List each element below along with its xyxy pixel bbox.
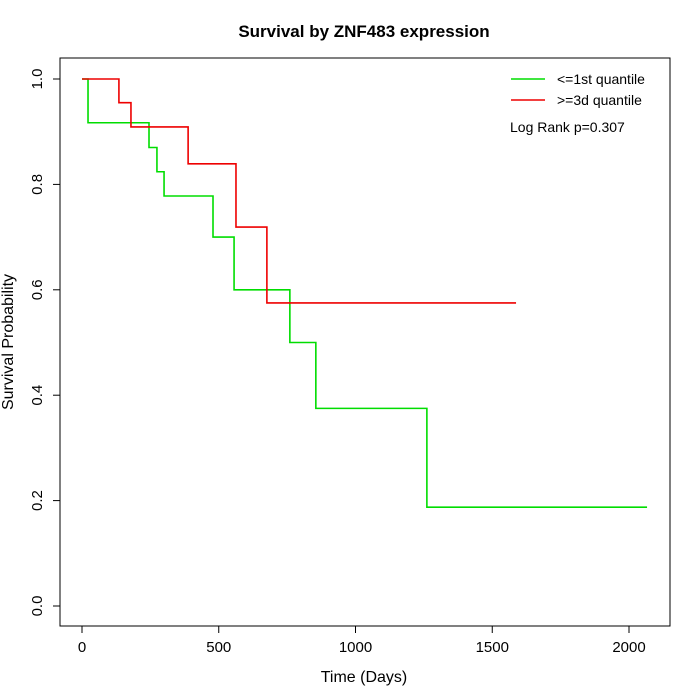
series-line-high bbox=[82, 78, 517, 304]
y-axis: 0.0 0.2 0.4 0.6 0.8 1.0 bbox=[29, 69, 61, 617]
x-tick-label: 0 bbox=[78, 639, 86, 656]
legend: <=1st quantile >=3d quantile bbox=[511, 71, 645, 108]
y-tick-label: 0.0 bbox=[29, 596, 46, 617]
y-tick-label: 0.2 bbox=[29, 490, 46, 511]
series-line-low bbox=[82, 78, 648, 508]
x-tick-label: 500 bbox=[206, 639, 231, 656]
legend-label: <=1st quantile bbox=[557, 71, 645, 87]
x-tick-label: 2000 bbox=[612, 639, 645, 656]
y-tick-label: 0.4 bbox=[29, 385, 46, 406]
y-tick-label: 0.8 bbox=[29, 174, 46, 195]
y-tick-label: 1.0 bbox=[29, 69, 46, 90]
x-tick-label: 1000 bbox=[339, 639, 372, 656]
x-tick-label: 1500 bbox=[476, 639, 509, 656]
legend-label: >=3d quantile bbox=[557, 92, 642, 108]
x-axis-label: Time (Days) bbox=[321, 669, 408, 686]
y-axis-label: Survival Probability bbox=[0, 274, 17, 410]
plot-frame bbox=[59, 57, 671, 627]
chart-title: Survival by ZNF483 expression bbox=[238, 22, 489, 41]
y-tick-label: 0.6 bbox=[29, 279, 46, 300]
series-group bbox=[82, 78, 648, 508]
log-rank-annotation: Log Rank p=0.307 bbox=[510, 119, 625, 135]
x-axis: 0 500 1000 1500 2000 bbox=[78, 625, 646, 656]
